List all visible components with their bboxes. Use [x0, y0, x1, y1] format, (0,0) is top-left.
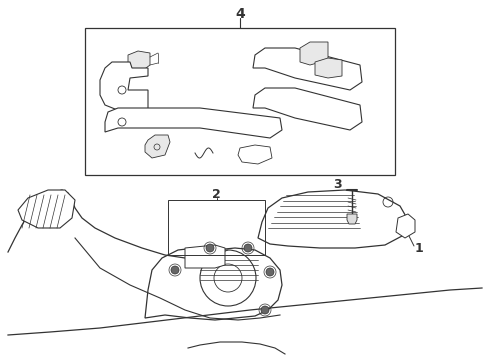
Text: 1: 1 [415, 242, 424, 255]
Circle shape [244, 244, 252, 252]
Circle shape [171, 266, 179, 274]
Text: 3: 3 [334, 177, 343, 190]
Polygon shape [100, 62, 148, 115]
Text: 4: 4 [235, 7, 245, 21]
Polygon shape [145, 248, 282, 320]
Circle shape [261, 306, 269, 314]
Polygon shape [258, 190, 408, 248]
Bar [85, 28, 395, 175]
Polygon shape [315, 58, 342, 78]
Polygon shape [185, 245, 225, 268]
Polygon shape [128, 51, 150, 71]
Polygon shape [300, 42, 328, 65]
Text: 2: 2 [212, 188, 221, 201]
Circle shape [206, 244, 214, 252]
Polygon shape [18, 190, 75, 228]
Polygon shape [253, 48, 362, 90]
Polygon shape [145, 135, 170, 158]
Polygon shape [396, 214, 415, 238]
Circle shape [266, 268, 274, 276]
Polygon shape [105, 108, 282, 138]
Polygon shape [238, 145, 272, 164]
Bar [168, 200, 265, 255]
Polygon shape [347, 214, 357, 224]
Polygon shape [253, 88, 362, 130]
